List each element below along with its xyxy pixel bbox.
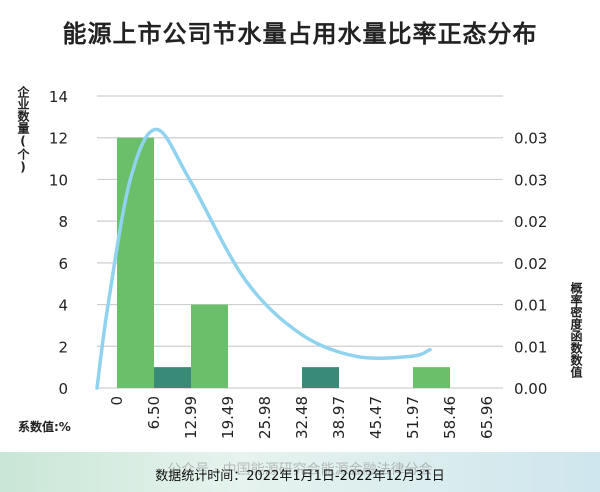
x-axis-label: 系数值:% [18,420,71,434]
y-tick-label-right: 0.03 [514,171,547,189]
y-tick-label-right: 0.02 [514,255,547,273]
y-tick-label-right: 0.02 [514,213,547,231]
density-curve-line [95,127,432,390]
y-axis-label-left: 企业数量(个) [16,86,30,174]
histogram-bar [154,367,191,388]
y-tick-label-left: 8 [58,213,68,231]
x-tick-label: 12.99 [182,396,200,439]
x-tick-label: 58.46 [441,396,459,439]
y-tick-label-left: 4 [58,297,68,315]
chart-title: 能源上市公司节水量占用水量比率正态分布 [62,19,538,48]
histogram-bar [117,137,154,388]
x-tick-label: 32.48 [293,396,311,439]
y-tick-label-right: 0.00 [514,380,547,398]
y-tick-label-right: 0.01 [514,297,547,315]
y-tick-label-left: 12 [49,130,68,148]
y-tick-label-left: 0 [58,380,68,398]
footer-band [0,452,600,492]
x-tick-label: 6.50 [145,396,163,429]
y-tick-label-left: 2 [58,338,68,356]
y-tick-label-left: 14 [49,88,68,106]
x-tick-label: 38.97 [330,396,348,439]
x-tick-label: 51.97 [404,396,422,439]
x-tick-label: 0 [108,396,126,406]
histogram-bar [191,304,228,388]
y-tick-label-left: 6 [58,255,68,273]
data-period-text: 数据统计时间：2022年1月1日-2022年12月31日 [155,469,445,484]
y-axis-label-right: 概率密度函数数值 [569,282,583,378]
histogram-bar [302,367,339,388]
x-tick-label: 45.47 [367,396,385,439]
watermark-text: 公众号 · 中国能源研究会能源金融法律分会 [167,462,433,478]
y-tick-label-right: 0.03 [514,130,547,148]
y-tick-label-right: 0.01 [514,338,547,356]
histogram-bar [413,367,450,388]
chart-plot: 0 2 4 6 8 10 12 14 0.00 0.01 0.01 0.02 0.02 0.03 0.03 0… [49,88,548,439]
x-tick-label: 19.49 [219,396,237,439]
x-tick-label: 25.98 [256,396,274,439]
x-tick-label: 65.96 [478,396,496,439]
y-tick-label-left: 10 [49,171,68,189]
